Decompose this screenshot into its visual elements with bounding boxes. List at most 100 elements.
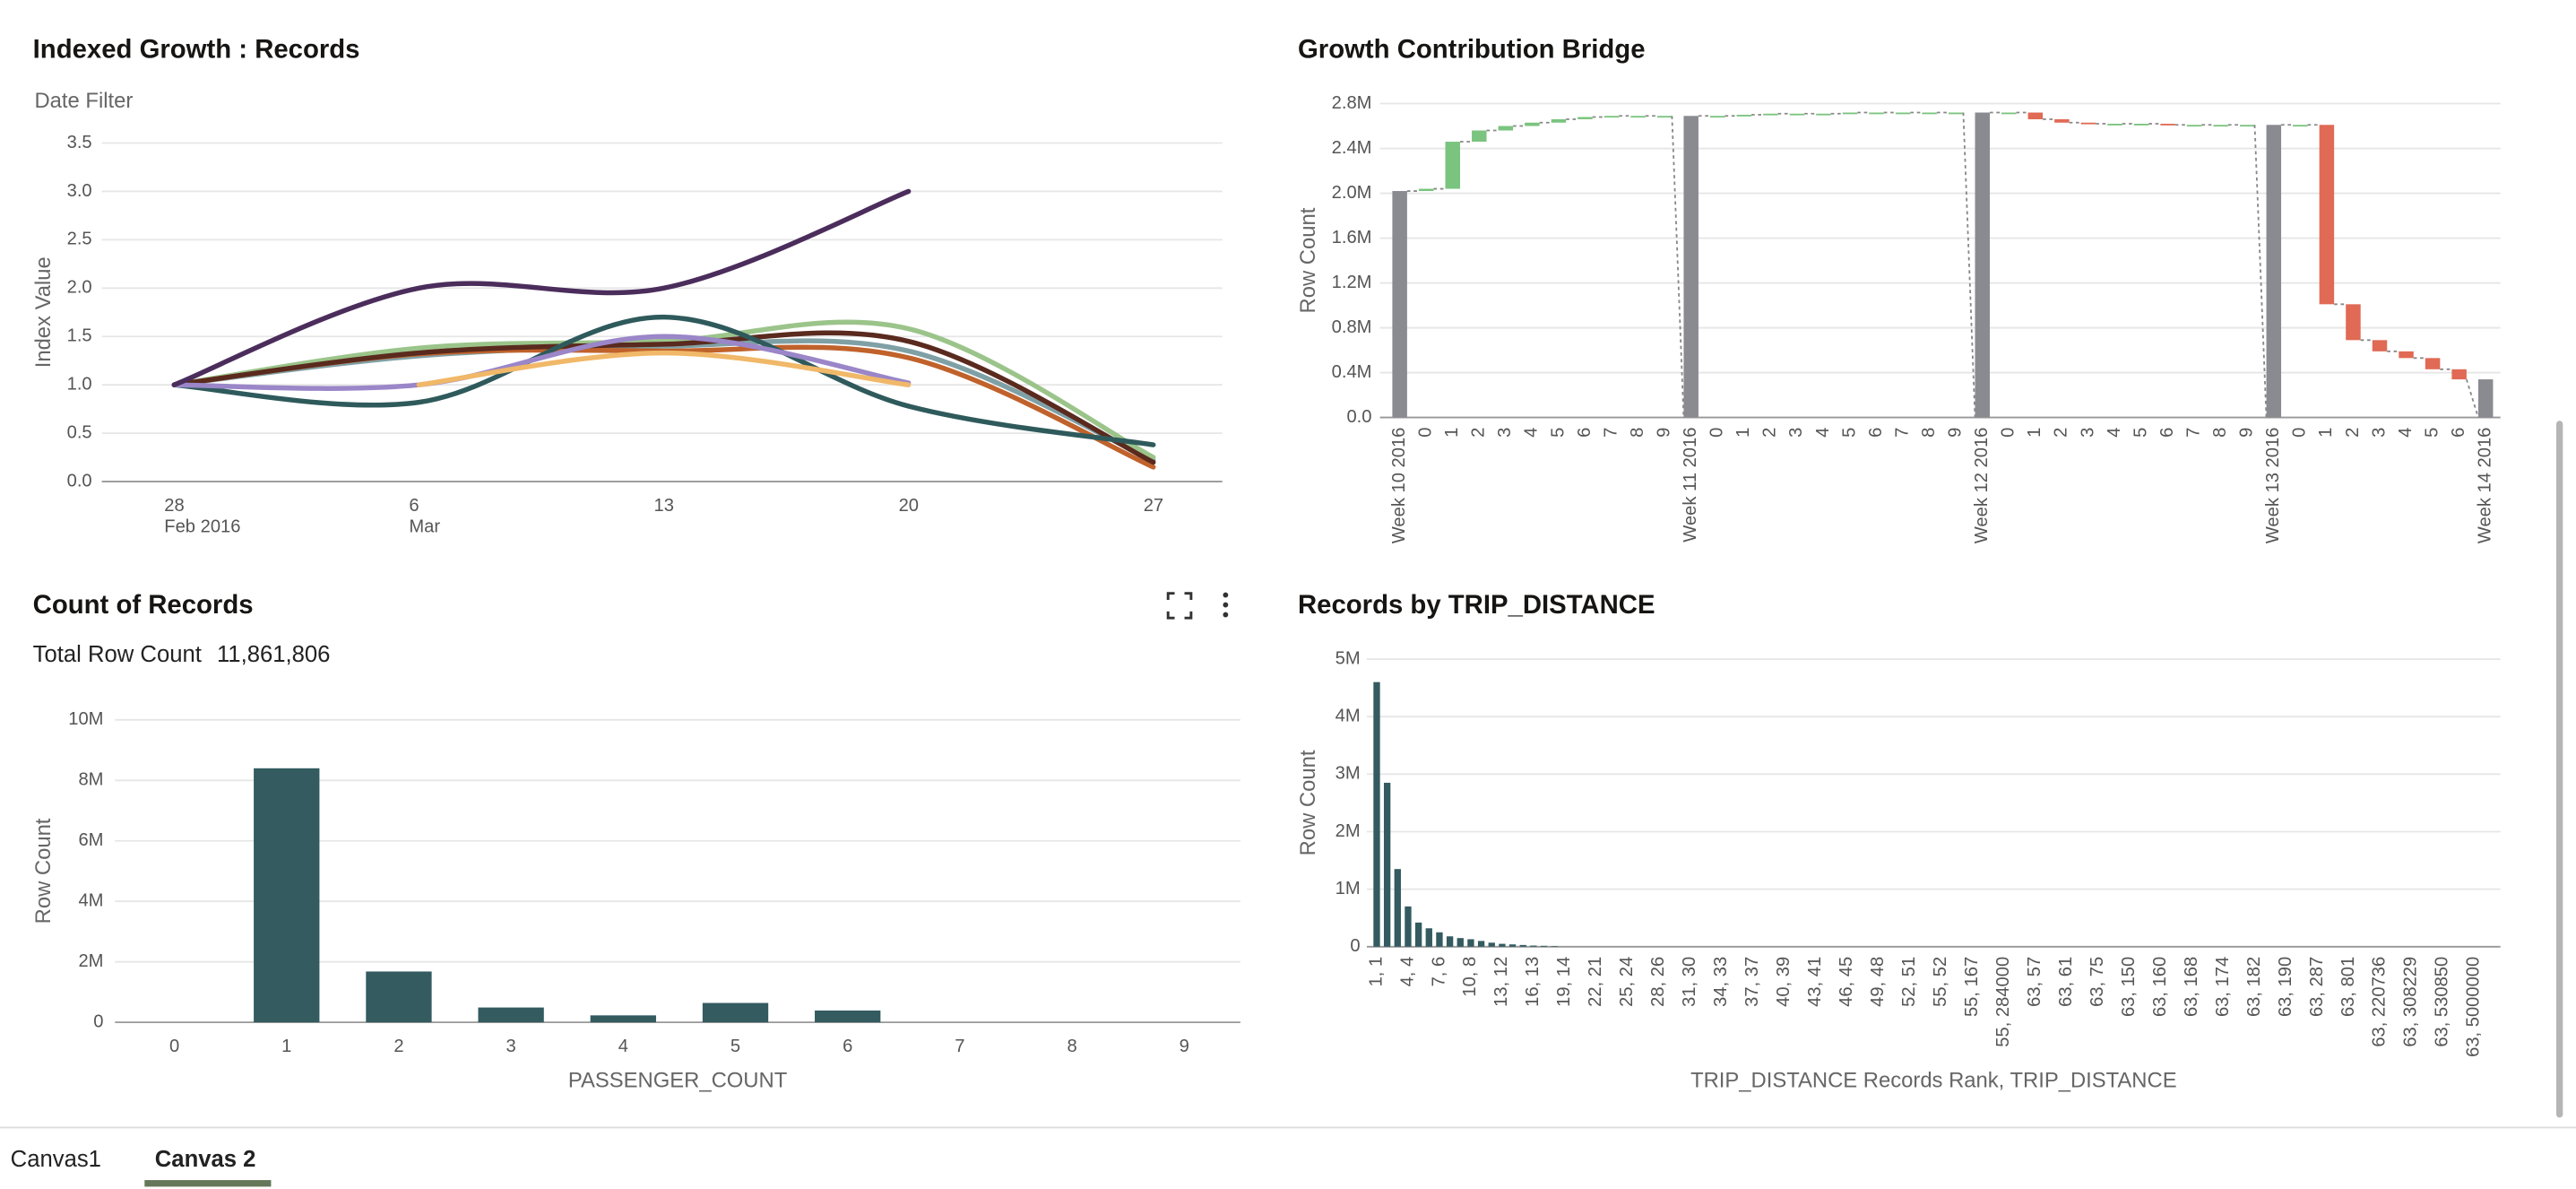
y-tick-label: 1.5 [67,326,92,346]
bar [1499,943,1506,947]
x-tick-label: 8 [1919,428,1939,438]
x-tick-label: 0 [2290,428,2310,438]
x-tick-label: 1 [1733,428,1753,438]
x-tick-label: 28, 26 [1648,957,1668,1007]
y-tick-label: 1.6M [1332,228,1372,247]
y-tick-label: 2.8M [1332,93,1372,113]
x-tick-label: 63, 57 [2025,957,2044,1007]
x-tick-label: 2 [2052,428,2071,438]
y-tick-label: 3.0 [67,181,92,201]
y-tick-label: 0.0 [67,471,92,490]
bar [1975,112,1990,418]
x-tick-label: 8 [1067,1037,1076,1056]
y-tick-label: 1.2M [1332,273,1372,292]
bar [1842,112,1858,115]
x-tick-label: 13 [653,496,673,516]
y-tick-label: 5M [1336,648,1361,668]
x-tick-label: 37, 37 [1742,957,1762,1007]
y-tick-label: 2.0M [1332,183,1372,203]
bar [1869,112,1884,115]
bar [1418,188,1434,192]
bar [1394,869,1401,947]
x-tick-label: 2 [1469,428,1489,438]
x-tick-label: 27 [1144,496,1163,516]
x-tick-label: 52, 51 [1899,957,1919,1007]
x-tick-label: 5 [730,1037,740,1056]
bar [2160,124,2175,126]
bar [815,1010,881,1023]
x-tick-label: 3 [1786,428,1806,438]
bar [1763,113,1778,116]
x-tick-label: 0 [1999,428,2018,438]
x-axis-title: PASSENGER_COUNT [568,1068,787,1092]
x-tick-label: 4 [1522,428,1542,438]
y-axis-title: Row Count [31,818,56,924]
bar [1445,142,1460,189]
x-tick-label: 10, 8 [1460,957,1480,997]
x-tick-label: 1 [2316,428,2336,438]
bar [2107,124,2122,126]
bar [1446,936,1454,947]
y-axis-title: Index Value [31,256,56,368]
x-tick-label: 63, 150 [2119,957,2139,1017]
x-tick-label: 3 [2369,428,2389,438]
x-tick-label: 63, 308229 [2401,957,2421,1047]
bar [2372,340,2388,351]
y-axis-title: Row Count [1296,207,1320,313]
bar [2027,112,2044,120]
y-tick-label: 2.4M [1332,138,1372,158]
bar [1472,130,1487,143]
bar [1498,126,1514,131]
x-tick-label: 40, 39 [1774,957,1794,1007]
bar [1373,681,1380,947]
connector [2253,125,2268,418]
bar [1816,113,1831,116]
chart-title: Indexed Growth : Records [33,35,360,65]
x-tick-label: 6 [2157,428,2177,438]
x-tick-label: 63, 190 [2276,957,2295,1017]
x-tick-label: 55, 52 [1931,957,1950,1007]
x-tick-label: 31, 30 [1680,957,1699,1007]
bar [1525,122,1540,126]
x-tick-label: 16, 13 [1523,957,1543,1007]
tab-active[interactable]: Canvas 2 [155,1147,256,1172]
y-tick-label: 0.8M [1332,317,1372,337]
bar [2186,125,2202,127]
x-tick-label: 3 [506,1037,516,1056]
y-tick-label: 10M [68,709,103,729]
chart-title: Growth Contribution Bridge [1298,35,1646,65]
chart-title: Records by TRIP_DISTANCE [1298,590,1655,620]
scrollbar[interactable] [2556,421,2563,1118]
x-tick-label: 9 [1180,1037,1189,1056]
bar [1540,945,1548,947]
connector [1671,116,1685,418]
tab[interactable]: Canvas1 [11,1147,101,1172]
bar [1425,928,1432,947]
bar [1508,944,1517,947]
x-tick-label: 5 [2131,428,2150,438]
y-tick-label: 8M [78,770,103,790]
bar [1457,938,1464,947]
x-tick-label: 63, 220736 [2370,957,2390,1047]
x-tick-label: 4 [2396,428,2416,438]
bar [1948,112,1964,115]
line [171,319,1156,460]
x-tick-label: 55, 284000 [1993,957,2013,1047]
bar [1383,782,1391,947]
bar [2054,119,2070,123]
x-tick-sublabel: Feb 2016 [164,517,240,537]
x-tick-label: 13, 12 [1491,957,1511,1007]
expand-glyph [1166,592,1193,620]
y-tick-label: 2M [78,951,103,971]
x-tick-label: 0 [169,1037,179,1056]
line [416,350,912,387]
x-tick-label: 20 [899,496,919,516]
bar [1436,932,1443,947]
x-tick-label: 63, 530850 [2433,957,2452,1047]
y-tick-label: 2.5 [67,230,92,249]
expand-icon[interactable] [1166,592,1193,620]
x-axis-title: TRIP_DISTANCE Records Rank, TRIP_DISTANC… [1690,1068,2177,1092]
bar [1519,944,1526,947]
more-icon[interactable] [1223,592,1229,618]
x-tick-label: 25, 24 [1617,957,1637,1007]
